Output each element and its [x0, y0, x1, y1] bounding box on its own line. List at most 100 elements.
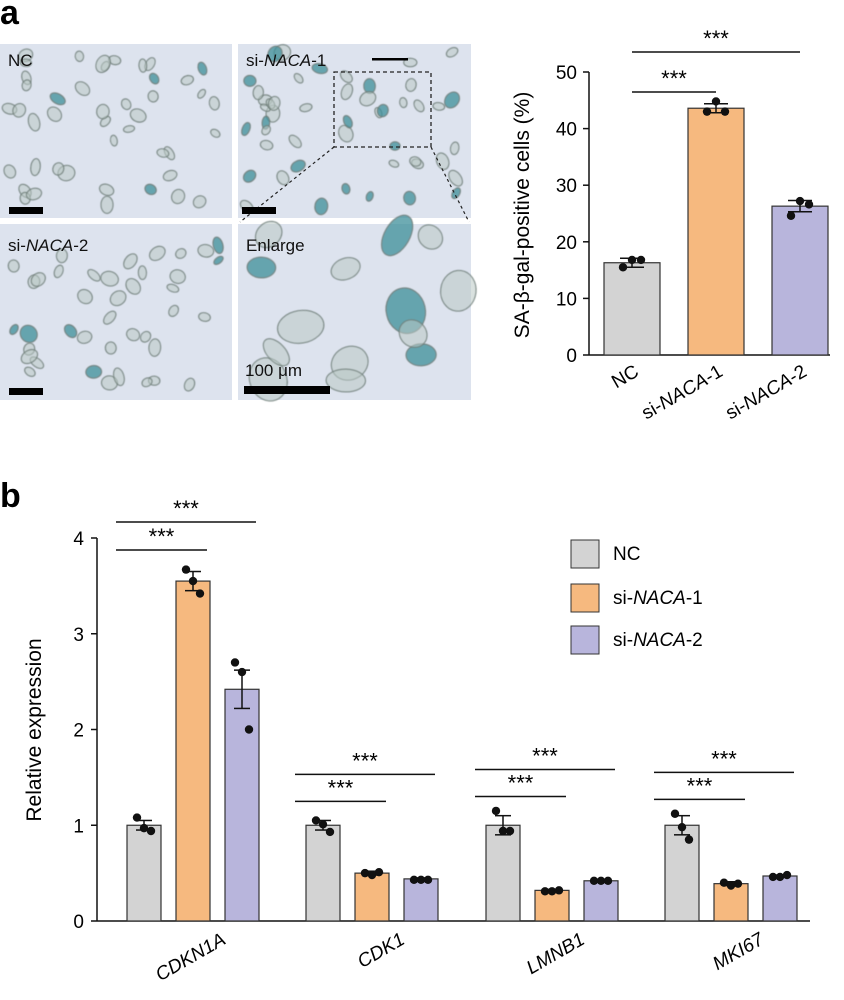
legend-label-si-naca-1: si-NACA-1 — [613, 588, 703, 609]
chart-b-point — [726, 881, 736, 890]
chart-a-ytick-label: 0 — [566, 346, 577, 367]
cell-shape — [85, 365, 103, 379]
chart-a-point — [627, 255, 637, 265]
chart-a-bar-si-naca-2 — [771, 205, 829, 356]
chart-a-ytick-label: 40 — [556, 120, 577, 141]
chart-b-point — [139, 823, 149, 833]
cell-shape — [243, 74, 257, 87]
cell-shape — [405, 78, 417, 92]
chart-b-point — [311, 816, 321, 825]
chart-b-ytick-label: 1 — [73, 816, 84, 837]
cell-shape — [138, 58, 148, 73]
cell-shape — [30, 158, 41, 177]
cell-shape — [325, 368, 366, 393]
cell-shape — [444, 91, 460, 109]
cell-shape — [359, 91, 377, 107]
chart-b-point — [554, 886, 564, 895]
chart-b-legend: NC si-NACA-1 si-NACA-2 — [570, 539, 703, 655]
cell-shape — [149, 245, 166, 261]
cell-shape — [262, 338, 290, 367]
chart-b-point — [596, 876, 606, 885]
micrograph-si-naca-2-scale-bar — [9, 388, 43, 395]
cell-shape — [63, 324, 78, 339]
chart-b-bar — [762, 875, 798, 922]
chart-b-significance-label: *** — [149, 524, 175, 549]
cell-shape — [403, 190, 416, 206]
chart-b-point — [498, 826, 508, 836]
chart-b-bar — [354, 872, 390, 922]
chart-a-point — [636, 255, 646, 265]
cell-shape — [180, 75, 194, 86]
cell-shape — [25, 187, 43, 201]
chart-b: Relative expression 0 1 2 3 4 CDKN1A CDK1 LMNB1… — [23, 496, 810, 986]
chart-a-ytick-label: 30 — [556, 176, 577, 197]
cell-shape — [340, 83, 354, 101]
cell-shape — [246, 256, 277, 279]
micrograph-si-naca-1-cells — [239, 44, 463, 216]
cell-shape — [156, 148, 170, 158]
chart-b-point — [491, 806, 501, 816]
chart-a-point — [711, 97, 721, 106]
cell-shape — [109, 134, 118, 147]
micrograph-enlarge-label: Enlarge — [246, 236, 305, 255]
chart-b-bar — [485, 824, 521, 922]
chart-b-ytick-label: 4 — [73, 529, 84, 550]
chart-a-bar-si-naca-1 — [687, 107, 745, 356]
cell-shape — [277, 309, 325, 344]
chart-a-point — [618, 263, 628, 272]
chart-b-significance-label: *** — [328, 775, 354, 800]
micrograph-nc-scale-bar — [9, 207, 43, 214]
cell-shape — [198, 312, 211, 322]
chart-b-ytick-label: 2 — [73, 721, 84, 742]
cell-shape — [290, 159, 306, 173]
cell-shape — [96, 103, 110, 120]
cell-shape — [3, 164, 17, 179]
chart-b-point — [775, 872, 785, 882]
chart-b-point — [733, 879, 743, 888]
cell-shape — [19, 324, 38, 344]
cell-shape — [409, 156, 422, 167]
cell-shape — [267, 95, 281, 111]
cell-shape — [311, 63, 328, 75]
micrograph-si-naca-1-label: si-NACA-1 — [246, 51, 326, 70]
chart-b-point — [603, 876, 613, 885]
cell-shape — [149, 72, 160, 85]
cell-shape — [183, 377, 196, 392]
chart-a-xtick-label: si-NACA-2 — [722, 361, 810, 424]
cell-shape — [147, 90, 159, 103]
chart-b-point — [318, 820, 328, 829]
chart-b-bar — [664, 824, 700, 922]
cell-shape — [7, 259, 20, 273]
chart-b-point — [670, 809, 680, 818]
cell-shape — [137, 265, 148, 280]
cell-shape — [210, 128, 221, 138]
chart-b-significance-label: *** — [687, 773, 713, 798]
cell-shape — [259, 139, 274, 151]
chart-b-bar — [175, 580, 211, 922]
chart-b-point — [374, 867, 384, 877]
chart-a-significance-label: *** — [661, 66, 687, 91]
cell-shape — [242, 169, 257, 183]
chart-b-significance-label: *** — [711, 746, 737, 771]
micrograph-nc: NC — [0, 44, 232, 218]
chart-b-bar — [713, 883, 749, 922]
cell-shape — [169, 269, 186, 284]
cell-shape — [365, 191, 374, 202]
chart-b-point — [540, 887, 550, 896]
cell-shape — [241, 122, 251, 136]
micrograph-enlarge: Enlarge 100 μm — [238, 214, 477, 402]
legend-swatch-si-naca-2 — [570, 625, 600, 655]
cell-shape — [389, 141, 401, 151]
cell-shape — [74, 81, 91, 96]
cell-shape — [77, 289, 93, 305]
cell-shape — [299, 103, 313, 113]
chart-b-significance-label: *** — [352, 748, 378, 773]
cell-shape — [254, 220, 283, 249]
chart-b-point — [768, 872, 778, 882]
cell-shape — [440, 269, 477, 312]
legend-label-si-naca-2: si-NACA-2 — [613, 630, 703, 651]
chart-a-point — [795, 196, 805, 206]
cell-shape — [413, 99, 425, 113]
chart-b-point — [367, 870, 377, 880]
cell-shape — [109, 290, 127, 307]
